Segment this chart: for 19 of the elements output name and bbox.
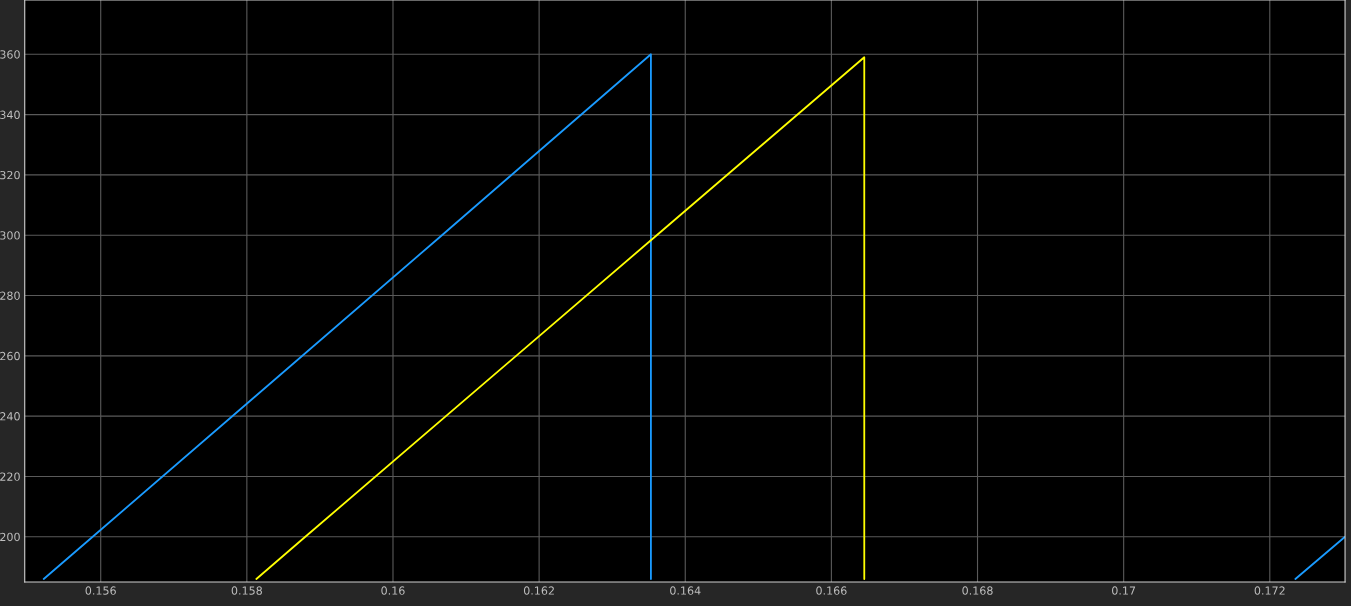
x-tick-label: 0.166 — [816, 586, 847, 595]
x-tick-label: 0.162 — [523, 586, 554, 595]
y-tick-label: 220 — [0, 472, 20, 481]
y-tick-label: 320 — [0, 170, 20, 180]
x-tick-label: 0.16 — [381, 586, 405, 595]
y-tick-label: 200 — [0, 532, 20, 542]
y-tick-label: 260 — [0, 351, 20, 361]
y-tick-label: 240 — [0, 412, 20, 421]
y-tick-label: 300 — [0, 231, 20, 240]
x-tick-label: 0.172 — [1254, 586, 1285, 595]
x-tick-label: 0.164 — [670, 586, 701, 595]
y-tick-label: 340 — [0, 110, 20, 119]
x-tick-label: 0.168 — [962, 586, 993, 595]
x-tick-label: 0.156 — [85, 586, 116, 595]
line-series — [255, 56, 866, 580]
x-tick-label: 0.158 — [231, 586, 262, 595]
y-tick-label: 280 — [0, 291, 20, 300]
x-tick-label: 0.17 — [1112, 586, 1136, 595]
y-tick-label: 360 — [0, 50, 20, 59]
